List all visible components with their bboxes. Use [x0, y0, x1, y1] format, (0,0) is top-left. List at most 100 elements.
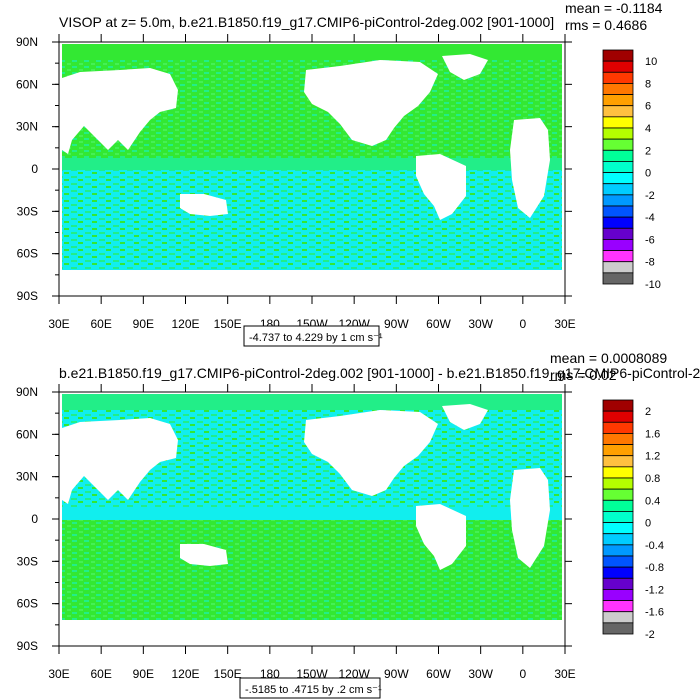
land-eurasia [62, 68, 178, 154]
colorbar-label: -1.2 [645, 584, 664, 596]
colorbar-swatch [602, 466, 634, 479]
lat-label: 60S [17, 597, 38, 611]
panel-1-rms: rms = 0.4686 [565, 17, 647, 33]
lon-label: 60E [90, 667, 111, 681]
colorbar-swatch [602, 94, 634, 107]
colorbar-label: 6 [645, 101, 651, 113]
colorbar-swatch [602, 149, 634, 162]
colorbar-swatch [602, 127, 634, 140]
lat-label: 0 [31, 512, 38, 526]
lon-label: 30E [48, 317, 69, 331]
colorbar-swatch [602, 611, 634, 624]
colorbar-swatch [602, 183, 634, 196]
lat-label: 90N [16, 35, 38, 49]
colorbar-label: 0 [645, 518, 651, 530]
colorbar-swatch [602, 205, 634, 218]
land-antarctica [62, 270, 562, 294]
colorbar-swatch [602, 522, 634, 535]
colorbar-label: 10 [645, 56, 657, 68]
lon-label: 30W [468, 667, 493, 681]
lon-label: 60W [426, 317, 451, 331]
colorbar-swatch [602, 49, 634, 62]
panel-2-title: b.e21.B1850.f19_g17.CMIP6-piControl-2deg… [59, 365, 700, 381]
colorbar-label: 2 [645, 145, 651, 157]
lon-label: 60W [426, 667, 451, 681]
colorbar-swatch [602, 138, 634, 151]
lon-label: 150E [214, 667, 242, 681]
colorbar-label: -8 [645, 257, 655, 269]
colorbar-swatch [602, 622, 634, 635]
colorbar-swatch [602, 577, 634, 590]
colorbar-label: 2 [645, 406, 651, 418]
land-south-america [416, 504, 466, 570]
ocean-band-arctic [62, 44, 562, 62]
lat-label: 30S [17, 204, 38, 218]
lat-label: 0 [31, 162, 38, 176]
colorbar-swatch [602, 477, 634, 490]
colorbar-label: 0 [645, 168, 651, 180]
colorbar-swatch [602, 555, 634, 568]
colorbar-swatch [602, 239, 634, 251]
land-south-america [416, 154, 466, 220]
lat-label: 90S [17, 289, 38, 303]
land-australia [180, 544, 228, 566]
colorbar-label: -2 [645, 629, 655, 641]
panel-1-map [58, 41, 566, 297]
panel-2-map [58, 391, 566, 647]
ocean-band-south [62, 520, 562, 630]
ocean-band-arctic [62, 394, 562, 412]
panel-2: b.e21.B1850.f19_g17.CMIP6-piControl-2deg… [16, 350, 700, 699]
ocean-band-equator [62, 158, 562, 172]
colorbar-swatch [602, 589, 634, 601]
ocean-band-equator [62, 508, 562, 522]
panel-2-info: -.5185 to .4715 by .2 cm s⁻¹ [245, 684, 382, 696]
land-australia [180, 194, 228, 216]
colorbar-swatch [602, 488, 634, 501]
colorbar-swatch [602, 444, 634, 457]
land-greenland [442, 404, 488, 430]
lon-label: 90W [384, 667, 409, 681]
ocean-band-south [62, 170, 562, 280]
lon-label: 30E [554, 667, 575, 681]
lat-label: 30N [16, 470, 38, 484]
colorbar-swatch [602, 60, 634, 73]
lat-label: 60N [16, 427, 38, 441]
colorbar-swatch [602, 216, 634, 229]
colorbar-swatch [602, 227, 634, 240]
colorbar-swatch [602, 511, 634, 523]
panel-2-mean: mean = 0.0008089 [550, 350, 667, 366]
land-north-america [304, 60, 438, 146]
panel-1-title: VISOP at z= 5.0m, b.e21.B1850.f19_g17.CM… [59, 14, 554, 30]
colorbar-label: -10 [645, 279, 661, 291]
colorbar-swatch [602, 433, 634, 445]
colorbar-swatch [602, 544, 634, 557]
colorbar-label: 0.8 [645, 473, 660, 485]
colorbar-swatch [602, 194, 634, 207]
lon-label: 30E [48, 667, 69, 681]
colorbar-swatch [602, 421, 634, 434]
colorbar-swatch [602, 272, 634, 285]
lat-label: 30S [17, 554, 38, 568]
colorbar-swatch [602, 600, 634, 613]
colorbar-swatch [602, 71, 634, 84]
colorbar-label: -0.4 [645, 540, 664, 552]
colorbar-label: -0.8 [645, 562, 664, 574]
lon-label: 120E [171, 667, 199, 681]
lon-label: 90E [133, 667, 154, 681]
panel-1-colorbar: 10 8 6 4 2 0 -2 -4 -6 -8 -10 [602, 49, 661, 291]
lat-label: 60N [16, 77, 38, 91]
lon-label: 30E [554, 317, 575, 331]
land-africa [510, 118, 550, 218]
colorbar-swatch [602, 105, 634, 118]
colorbar-swatch [602, 261, 634, 274]
lat-label: 30N [16, 120, 38, 134]
lat-label: 60S [17, 247, 38, 261]
panel-1-info: -4.737 to 4.229 by 1 cm s⁻¹ [249, 332, 383, 344]
panel-1-mean: mean = -0.1184 [565, 0, 663, 16]
land-north-america [304, 410, 438, 496]
colorbar-label: 8 [645, 78, 651, 90]
colorbar-label: -4 [645, 212, 655, 224]
land-antarctica [62, 620, 562, 644]
land-eurasia [62, 418, 178, 504]
